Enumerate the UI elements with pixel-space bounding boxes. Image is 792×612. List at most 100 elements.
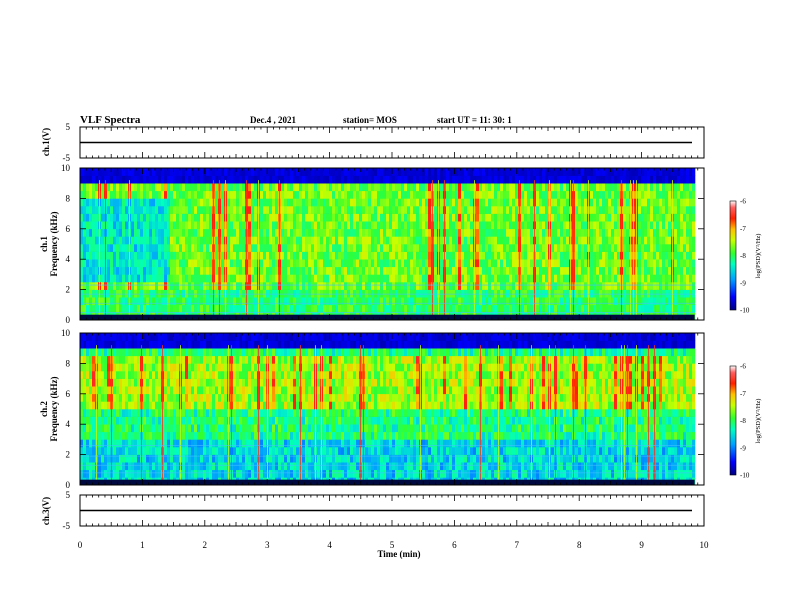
spectrogram-cell [110, 282, 114, 290]
spectrogram-cell [200, 304, 204, 313]
spectrogram-cell [137, 401, 141, 410]
spectrogram-cell [290, 266, 294, 275]
spectrogram-cell [203, 206, 207, 214]
spectrogram-cell [614, 175, 618, 184]
spectrogram-cell [560, 251, 564, 260]
spectrogram-cell [557, 183, 561, 192]
spectrogram-cell [644, 266, 648, 275]
spectrogram-cell [131, 266, 135, 275]
spectrogram-cell [617, 175, 621, 184]
spectrogram-cell [260, 190, 264, 199]
spectrogram-cell [407, 304, 411, 313]
spectrogram-cell [593, 244, 597, 252]
spectrogram-cell [287, 289, 291, 298]
spectrogram-cell [221, 282, 225, 290]
spectrogram-cell [545, 244, 549, 252]
spectrogram-cell [83, 221, 87, 230]
spectrogram-cell [155, 289, 159, 298]
spectrogram-cell [650, 228, 654, 237]
spectrogram-cell [227, 266, 231, 275]
spectrogram-cell [134, 274, 138, 283]
spectrogram-cell [455, 289, 459, 298]
spectrogram-cell [188, 213, 192, 222]
spectrogram-cell [191, 297, 195, 306]
spectrogram-cell [155, 206, 159, 214]
spectrogram-cell [524, 244, 528, 252]
spectrogram-cell [659, 213, 663, 222]
spectrogram-cell [227, 198, 231, 207]
spectrogram-cell [173, 183, 177, 192]
spectrogram-cell [377, 206, 381, 214]
spectrogram-cell [494, 221, 498, 230]
spectrogram-cell [545, 190, 549, 199]
spectrogram-cell [314, 274, 318, 283]
spectrogram-cell [173, 266, 177, 275]
spectrogram-cell [383, 198, 387, 207]
spectrogram-cell [350, 251, 354, 260]
spectrogram-cell [377, 198, 381, 207]
spectrogram-cell [296, 236, 300, 245]
spectrogram-cell [329, 266, 333, 275]
spectrogram-cell [596, 282, 600, 290]
spectrogram-cell [116, 259, 120, 268]
spectrogram-cell [164, 175, 168, 184]
spectrogram-cell [386, 236, 390, 245]
spectrogram-cell [419, 289, 423, 298]
spectrogram-cell [137, 431, 141, 440]
spectrogram-cell [362, 175, 366, 184]
spectrogram-cell [407, 168, 411, 176]
spectrogram-cell [206, 304, 210, 313]
spectrogram-cell [113, 378, 117, 387]
spectrogram-cell [266, 168, 270, 176]
spectrogram-cell [560, 289, 564, 298]
spectrogram-cell [95, 228, 99, 237]
spectrogram-cell [149, 213, 153, 222]
spectrogram-cell [461, 297, 465, 306]
spectrogram-cell [326, 213, 330, 222]
spectrogram-cell [659, 236, 663, 245]
spectrogram-cell [530, 206, 534, 214]
spectrogram-cell [662, 228, 666, 237]
spectrogram-cell [638, 221, 642, 230]
spectrogram-cell [530, 274, 534, 283]
spectrogram-cell [605, 190, 609, 199]
spectrogram-cell [647, 282, 651, 290]
spectrogram-cell [305, 206, 309, 214]
spectrogram-cell [605, 168, 609, 176]
spectrogram-cell [455, 190, 459, 199]
spectrogram-cell [623, 251, 627, 260]
spectrogram-cell [185, 206, 189, 214]
spectrogram-cell [179, 221, 183, 230]
spectrogram-cell [92, 378, 96, 387]
spectrogram-cell [296, 297, 300, 306]
spectrogram-cell [680, 282, 684, 290]
spectrogram-cell [92, 416, 96, 425]
spectrogram-cell [536, 175, 540, 184]
spectrogram-cell [206, 266, 210, 275]
spectrogram-cell [326, 289, 330, 298]
spectrogram-cell [125, 297, 129, 306]
spectrogram-cell [356, 251, 360, 260]
spectrogram-cell [653, 183, 657, 192]
spectrogram-cell [92, 371, 96, 379]
spectrogram-cell [668, 175, 672, 184]
spectrogram-cell [581, 259, 585, 268]
spectrogram-cell [86, 401, 90, 410]
spectrogram-cell [374, 274, 378, 283]
spectrogram-cell [368, 259, 372, 268]
spectrogram-cell [557, 266, 561, 275]
spectrogram-cell [578, 289, 582, 298]
spectrogram-cell [254, 297, 258, 306]
spectrogram-cell [398, 190, 402, 199]
spectrogram-cell [641, 244, 645, 252]
spectrogram-cell [146, 175, 150, 184]
spectrogram-cell [608, 175, 612, 184]
spectrogram-cell [527, 297, 531, 306]
spectrogram-cell [116, 251, 120, 260]
spectrogram-cell [308, 244, 312, 252]
spectrogram-cell [662, 289, 666, 298]
spectrogram-cell [680, 236, 684, 245]
spectrogram-cell [383, 175, 387, 184]
spectrogram-cell [134, 439, 138, 448]
spectrogram-cell [326, 236, 330, 245]
